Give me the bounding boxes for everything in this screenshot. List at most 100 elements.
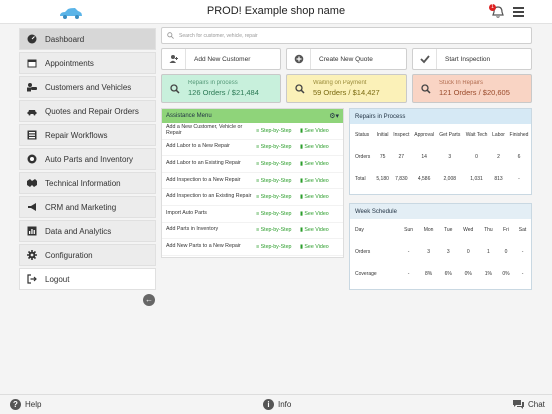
table-cell: 75 xyxy=(379,154,386,160)
sidebar-item-crm-marketing[interactable]: CRM and Marketing xyxy=(19,196,156,218)
info-button[interactable]: i Info xyxy=(263,399,291,410)
dashboard-icon xyxy=(26,34,37,44)
table-cell: - xyxy=(521,249,524,255)
megaphone-icon xyxy=(26,202,37,212)
assistance-item-label[interactable]: Add Inspection to an Existing Repair xyxy=(166,193,252,200)
column-header: Wed xyxy=(463,227,474,233)
table-cell: - xyxy=(518,176,520,182)
assistance-item-label[interactable]: Add Labor to a New Repair xyxy=(166,143,230,150)
see-video-link[interactable]: ▮ See Video xyxy=(300,210,329,217)
sidebar-item-logout[interactable]: Logout xyxy=(19,268,156,290)
column-header: Approval xyxy=(414,132,434,138)
list-item: Import Auto Parts ≡ Step-by-Step ▮ See Vid… xyxy=(162,206,343,223)
assistance-item-label[interactable]: Import Auto Parts xyxy=(166,209,207,216)
add-new-customer-label: Add New Customer xyxy=(194,55,251,63)
sidebar-item-repair-workflows[interactable]: Repair Workflows xyxy=(19,124,156,146)
table-cell: 6 xyxy=(517,154,521,160)
see-video-link[interactable]: ▮ See Video xyxy=(300,194,329,201)
panel-title: Week Schedule xyxy=(350,204,531,219)
search-icon xyxy=(287,83,313,94)
table-cell: 0 xyxy=(475,154,478,160)
see-video-label: See Video xyxy=(304,127,329,134)
calendar-icon xyxy=(26,58,37,68)
sidebar-item-auto-parts-inventory[interactable]: Auto Parts and Inventory xyxy=(19,148,156,170)
step-by-step-label: Step-by-Step xyxy=(260,227,292,234)
table-row: Orders 75 27 14 3 0 2 6 xyxy=(350,146,531,168)
see-video-label: See Video xyxy=(304,243,329,250)
see-video-link[interactable]: ▮ See Video xyxy=(300,243,329,250)
sidebar-item-dashboard[interactable]: Dashboard xyxy=(19,28,156,50)
see-video-link[interactable]: ▮ See Video xyxy=(300,144,329,151)
week-schedule-panel: Week Schedule Day Sun Mon Tue Wed Thu Fri Sat Or… xyxy=(349,203,532,290)
sidebar-item-data-analytics[interactable]: Data and Analytics xyxy=(19,220,156,242)
sidebar-item-label: Quotes and Repair Orders xyxy=(45,106,139,116)
list-item: Add Parts in Inventory ≡ Step-by-Step ▮ Se… xyxy=(162,223,343,240)
settings-dropdown-icon[interactable]: ⚙▾ xyxy=(329,113,339,120)
see-video-link[interactable]: ▮ See Video xyxy=(300,227,329,234)
customers-vehicles-icon xyxy=(26,82,37,92)
search-icon xyxy=(413,83,439,94)
checkmark-icon xyxy=(413,49,437,69)
see-video-link[interactable]: ▮ See Video xyxy=(300,160,329,167)
search-placeholder: Search for customer, vehicle, repair xyxy=(179,32,258,39)
table-cell: 7,830 xyxy=(395,176,408,182)
waiting-on-payment-card[interactable]: Waiting on Payment 59 Orders / $14,427 xyxy=(286,74,407,103)
chat-button[interactable]: Chat xyxy=(512,399,545,410)
car-logo-icon xyxy=(60,8,82,19)
stat-label: Stuck In Repairs xyxy=(439,80,484,86)
create-new-quote-button[interactable]: Create New Quote xyxy=(286,48,407,70)
table-cell: 2 xyxy=(497,154,500,160)
sidebar-item-customers-vehicles[interactable]: Customers and Vehicles xyxy=(19,76,156,98)
sidebar-item-quotes-repair-orders[interactable]: Quotes and Repair Orders xyxy=(19,100,156,122)
table-cell: 1,031 xyxy=(470,176,483,182)
column-header: Wait Tech xyxy=(465,132,488,138)
step-by-step-label: Step-by-Step xyxy=(260,243,292,250)
sidebar-item-label: CRM and Marketing xyxy=(45,202,117,212)
step-by-step-link[interactable]: ≡ Step-by-Step xyxy=(256,210,292,217)
sidebar-item-configuration[interactable]: Configuration xyxy=(19,244,156,266)
step-by-step-link[interactable]: ≡ Step-by-Step xyxy=(256,144,292,151)
table-header-row: Day Sun Mon Tue Wed Thu Fri Sat xyxy=(350,219,531,241)
hamburger-menu-icon[interactable] xyxy=(513,7,524,17)
sidebar-item-label: Technical Information xyxy=(45,178,121,188)
add-new-customer-button[interactable]: Add New Customer xyxy=(161,48,281,70)
step-by-step-link[interactable]: ≡ Step-by-Step xyxy=(256,194,292,201)
table-cell: 5,180 xyxy=(376,176,389,182)
see-video-label: See Video xyxy=(304,144,329,151)
table-row: Orders - 3 3 0 1 0 - xyxy=(350,241,531,263)
column-header: Day xyxy=(355,227,364,233)
table-header-row: Status Initial Inspect Approval Get Parts Wai… xyxy=(350,124,531,146)
question-icon: ? xyxy=(10,399,21,410)
sidebar-item-label: Logout xyxy=(45,274,70,284)
step-by-step-link[interactable]: ≡ Step-by-Step xyxy=(256,177,292,184)
table-row: Total 5,180 7,830 4,586 2,008 1,031 813 - xyxy=(350,168,531,190)
help-button[interactable]: ? Help xyxy=(10,399,41,410)
see-video-link[interactable]: ▮ See Video xyxy=(300,127,329,134)
column-header: Finished xyxy=(509,132,529,138)
repairs-in-process-card[interactable]: Repairs in process 126 Orders / $21,484 xyxy=(161,74,281,103)
search-input[interactable]: Search for customer, vehicle, repair xyxy=(161,27,532,44)
add-user-icon xyxy=(162,49,186,69)
sidebar-item-appointments[interactable]: Appointments xyxy=(19,52,156,74)
car-icon xyxy=(26,106,37,116)
assistance-item-label[interactable]: Add Inspection to a New Repair xyxy=(166,176,241,183)
collapse-sidebar-button[interactable]: ← xyxy=(143,294,155,306)
stuck-in-repairs-card[interactable]: Stuck In Repairs 121 Orders / $20,605 xyxy=(412,74,532,103)
table-cell: 3 xyxy=(427,249,430,255)
step-by-step-link[interactable]: ≡ Step-by-Step xyxy=(256,227,292,234)
table-cell: 2,008 xyxy=(443,176,457,182)
table-cell: - xyxy=(407,249,410,255)
assistance-item-label[interactable]: Add Parts in Inventory xyxy=(166,226,219,233)
column-header: Get Parts xyxy=(439,132,461,138)
sidebar-item-technical-information[interactable]: Technical Information xyxy=(19,172,156,194)
see-video-link[interactable]: ▮ See Video xyxy=(300,177,329,184)
step-by-step-link[interactable]: ≡ Step-by-Step xyxy=(256,127,292,134)
step-by-step-link[interactable]: ≡ Step-by-Step xyxy=(256,160,292,167)
start-inspection-button[interactable]: Start Inspection xyxy=(412,48,532,70)
assistance-item-label[interactable]: Add a New Customer, Vehicle or Repair xyxy=(166,124,243,136)
assistance-item-label[interactable]: Add New Parts to a New Repair xyxy=(166,243,241,250)
panel-title: Repairs in Process xyxy=(350,109,531,124)
column-header: Status xyxy=(355,132,370,138)
assistance-item-label[interactable]: Add Labor to an Existing Repair xyxy=(166,160,241,167)
step-by-step-link[interactable]: ≡ Step-by-Step xyxy=(256,243,292,250)
